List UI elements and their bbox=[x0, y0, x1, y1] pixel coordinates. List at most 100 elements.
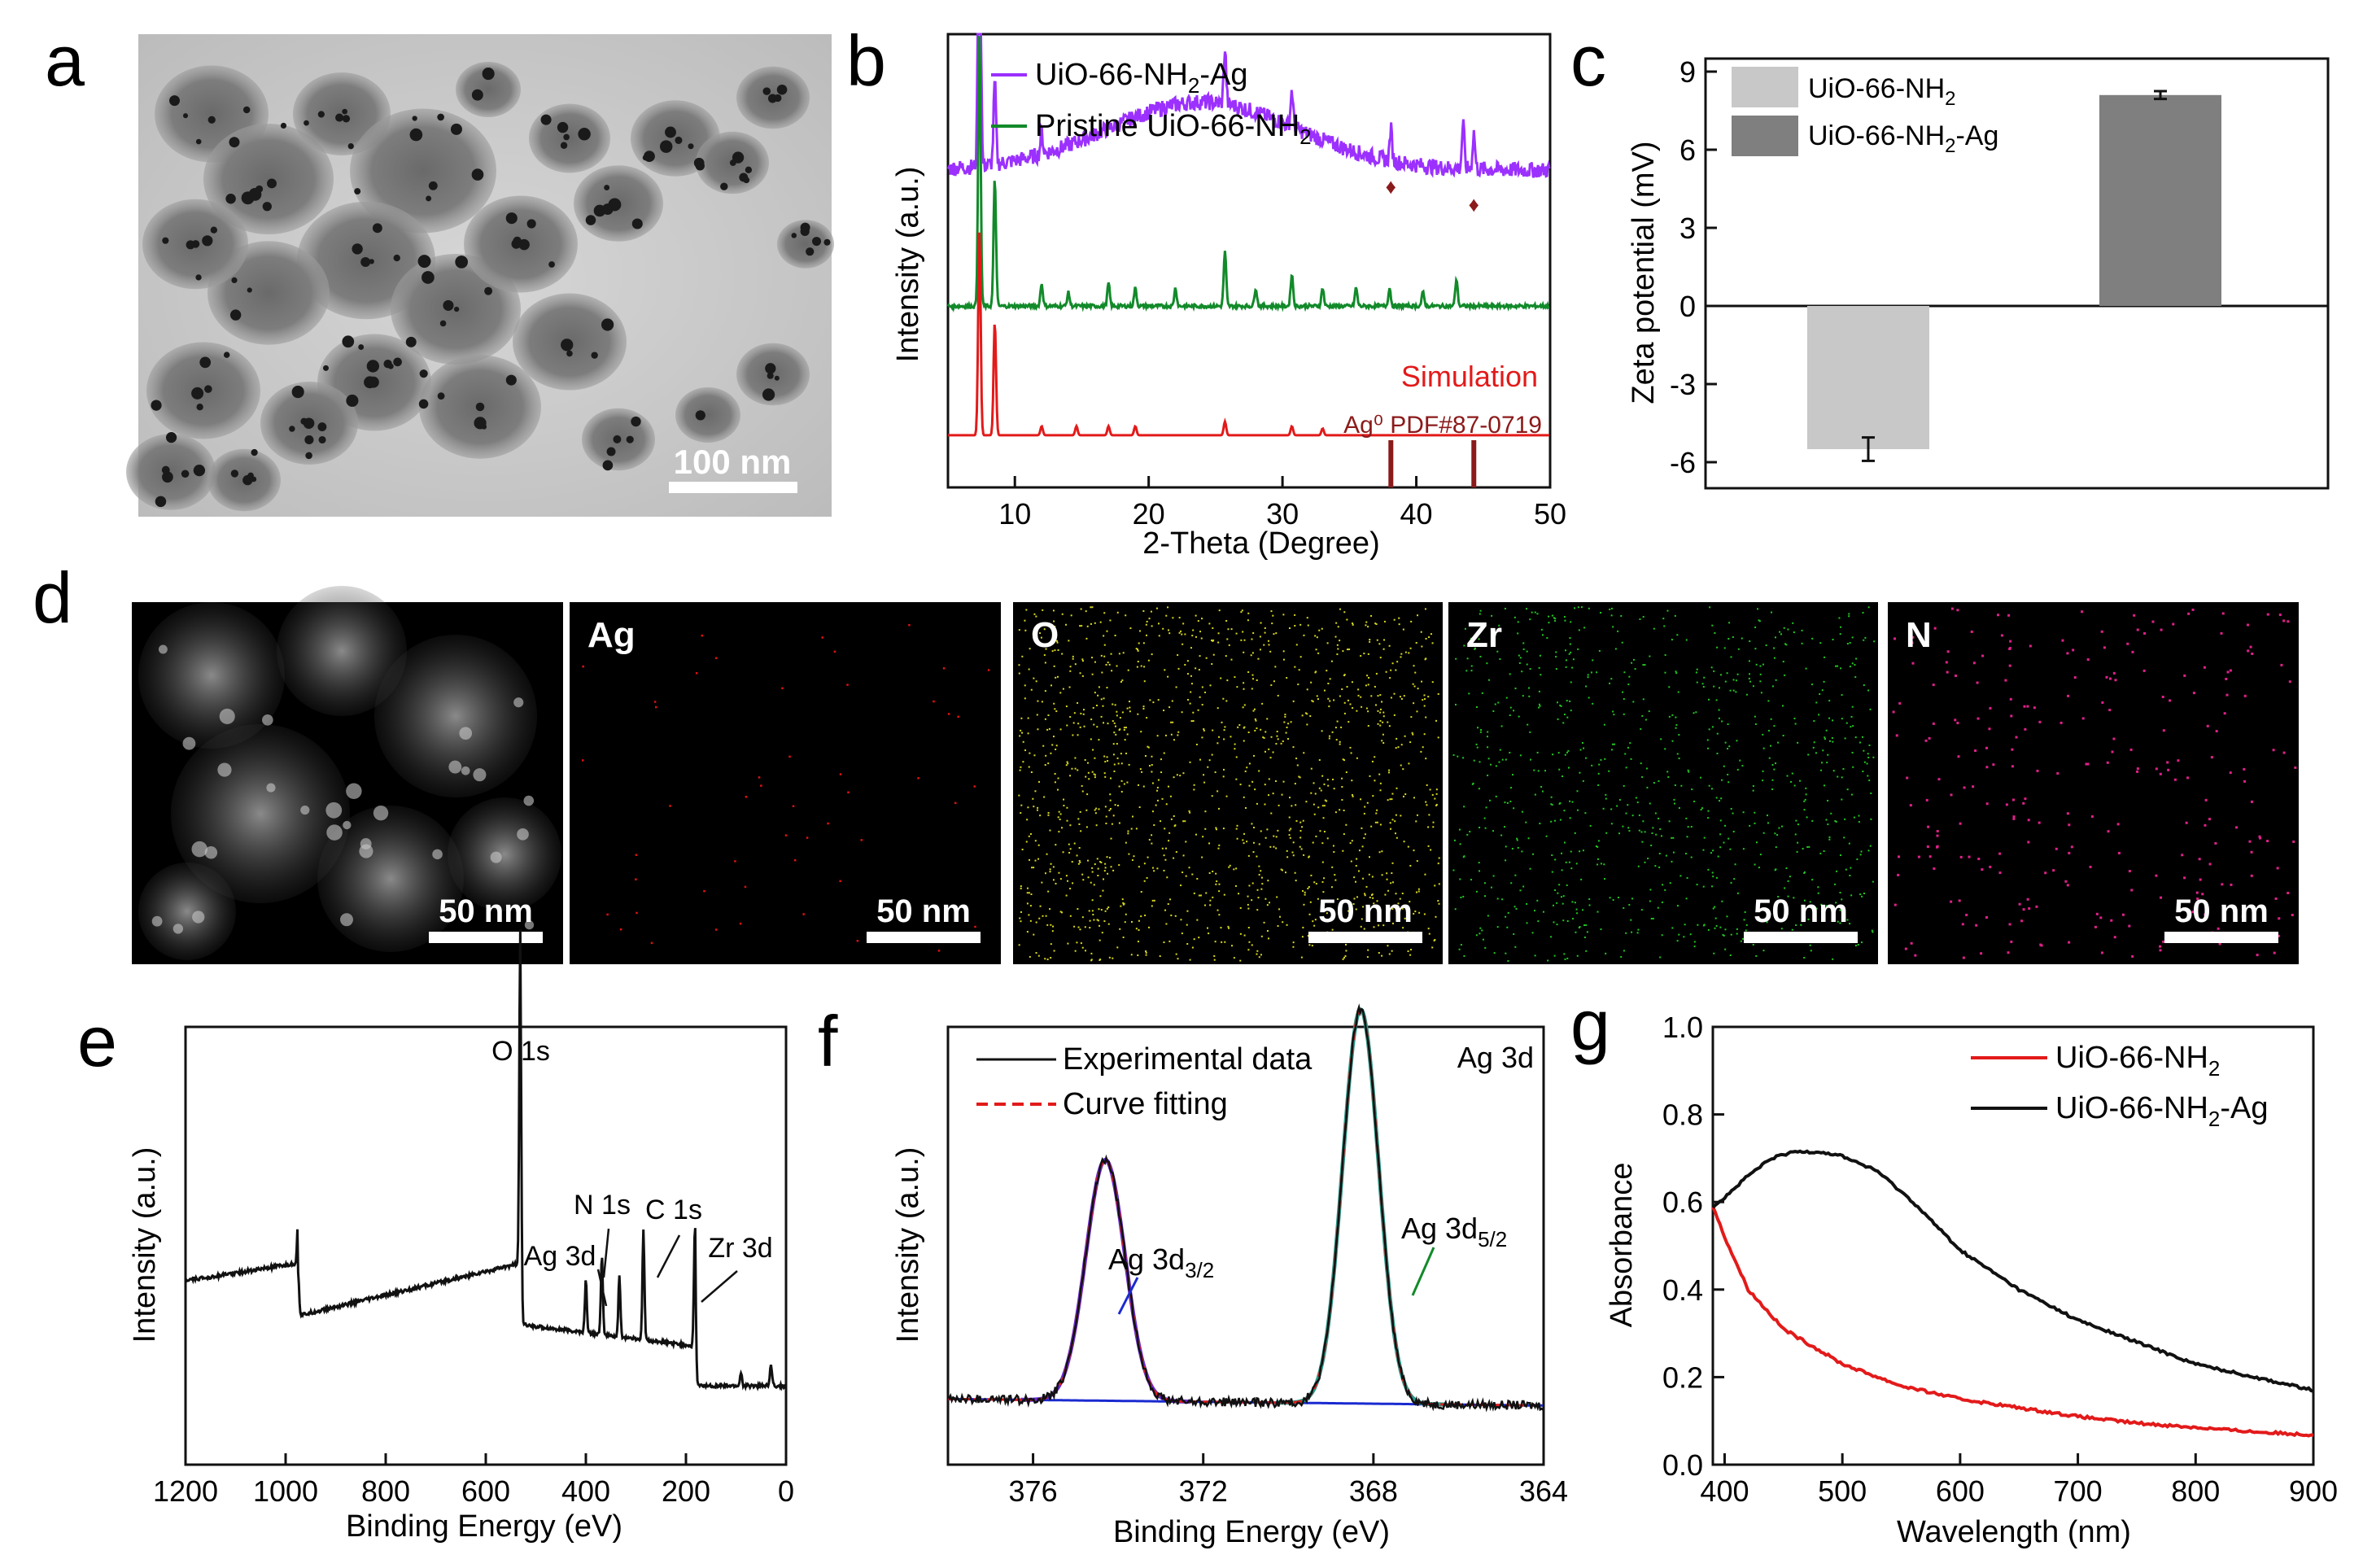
eds-dot bbox=[1247, 670, 1250, 673]
eds-dot bbox=[1796, 850, 1798, 853]
eds-dot bbox=[1409, 954, 1412, 956]
eds-dot bbox=[1937, 778, 1941, 781]
eds-dot bbox=[1787, 880, 1789, 882]
eds-dot bbox=[1477, 727, 1479, 729]
eds-dot bbox=[1801, 629, 1803, 631]
eds-dot bbox=[1059, 692, 1062, 694]
eds-dot bbox=[1693, 712, 1695, 714]
eds-dot bbox=[1732, 635, 1734, 638]
eds-dot bbox=[1246, 841, 1248, 843]
eds-dot bbox=[2186, 776, 2190, 780]
eds-dot bbox=[1083, 725, 1085, 727]
eds-dot bbox=[1803, 871, 1806, 873]
eds-dot bbox=[1135, 928, 1138, 930]
eds-dot bbox=[1748, 660, 1750, 662]
xps-peak-annotation: N 1s bbox=[574, 1190, 631, 1221]
eds-dot bbox=[1174, 915, 1177, 917]
ag-nanoparticle bbox=[225, 194, 236, 204]
eds-dot bbox=[1437, 736, 1439, 739]
eds-dot bbox=[1479, 609, 1482, 612]
ag-nanoparticle bbox=[366, 360, 379, 373]
eds-dot bbox=[1473, 759, 1475, 762]
eds-dot bbox=[1048, 727, 1050, 730]
eds-dot bbox=[1203, 729, 1205, 732]
eds-dot bbox=[1326, 837, 1329, 840]
eds-dot bbox=[1417, 688, 1419, 690]
eds-dot bbox=[1313, 813, 1316, 815]
eds-dot bbox=[1505, 697, 1508, 699]
eds-dot bbox=[1085, 809, 1088, 811]
eds-dot bbox=[1187, 698, 1190, 701]
eds-dot bbox=[1040, 636, 1042, 639]
eds-dot bbox=[1145, 951, 1147, 954]
eds-dot bbox=[1328, 737, 1330, 740]
eds-dot bbox=[1507, 959, 1509, 962]
eds-dot bbox=[1998, 871, 2002, 875]
eds-dot bbox=[1053, 736, 1055, 738]
ag-nanoparticle bbox=[267, 178, 277, 189]
eds-dot bbox=[1487, 915, 1489, 917]
eds-dot bbox=[1093, 723, 1095, 726]
eds-dot bbox=[1109, 619, 1112, 622]
eds-dot bbox=[1770, 718, 1772, 720]
eds-dot bbox=[1200, 637, 1203, 640]
eds-dot bbox=[1044, 872, 1046, 875]
eds-dot bbox=[1321, 627, 1323, 630]
eds-dot bbox=[1129, 627, 1132, 630]
eds-dot bbox=[1216, 790, 1219, 793]
eds-dot bbox=[1976, 717, 1980, 720]
sem-bright-spot bbox=[192, 911, 205, 924]
eds-dot bbox=[1067, 762, 1069, 765]
eds-dot bbox=[1854, 676, 1857, 679]
eds-dot bbox=[1226, 679, 1229, 682]
eds-dot bbox=[1985, 766, 1989, 769]
eds-dot bbox=[1029, 752, 1031, 754]
eds-dot bbox=[1413, 850, 1415, 852]
eds-dot bbox=[1423, 913, 1426, 915]
eds-dot bbox=[1071, 861, 1073, 863]
eds-dot bbox=[1264, 627, 1266, 629]
eds-dot bbox=[1163, 869, 1165, 871]
eds-dot bbox=[1683, 936, 1685, 938]
eds-dot bbox=[1256, 679, 1258, 681]
eds-dot bbox=[1423, 705, 1426, 707]
eds-dot bbox=[1130, 828, 1133, 830]
eds-dot bbox=[1625, 767, 1627, 769]
eds-dot bbox=[1700, 776, 1702, 779]
eds-dot bbox=[1263, 644, 1265, 646]
eds-dot bbox=[2026, 705, 2029, 708]
eds-dot bbox=[1223, 738, 1225, 740]
eds-dot bbox=[1326, 642, 1329, 644]
legend-swatch-dark bbox=[1732, 116, 1798, 156]
ag-nanoparticle bbox=[155, 496, 167, 508]
eds-dot bbox=[1042, 915, 1044, 917]
eds-dot bbox=[1091, 606, 1094, 609]
eds-dot bbox=[1104, 775, 1107, 778]
eds-dot bbox=[636, 911, 638, 915]
eds-dot bbox=[744, 885, 747, 889]
eds-dot bbox=[1564, 619, 1566, 622]
eds-dot bbox=[1634, 668, 1636, 670]
eds-dot bbox=[2183, 674, 2186, 677]
eds-dot bbox=[1236, 686, 1238, 688]
eds-dot bbox=[1302, 819, 1304, 822]
ag-nanoparticle bbox=[695, 161, 705, 171]
eds-dot bbox=[1281, 793, 1283, 796]
eds-dot bbox=[1356, 710, 1358, 712]
eds-dot bbox=[1749, 673, 1751, 675]
eds-dot bbox=[1730, 933, 1732, 936]
eds-dot bbox=[1695, 671, 1697, 674]
eds-dot bbox=[1797, 841, 1799, 844]
eds-dot bbox=[1968, 855, 1971, 858]
eds-dot bbox=[1364, 833, 1366, 836]
eds-dot bbox=[1727, 773, 1729, 775]
eds-dot bbox=[1091, 771, 1094, 773]
eds-dot bbox=[1256, 889, 1259, 891]
ag3d-x-label: Binding Energy (eV) bbox=[1113, 1515, 1390, 1549]
eds-dot bbox=[1258, 770, 1260, 772]
eds-dot bbox=[1175, 850, 1177, 853]
eds-dot bbox=[1260, 935, 1263, 937]
eds-dot bbox=[1563, 953, 1566, 955]
sem-bright-spot bbox=[182, 736, 196, 750]
eds-dot bbox=[1368, 676, 1370, 679]
